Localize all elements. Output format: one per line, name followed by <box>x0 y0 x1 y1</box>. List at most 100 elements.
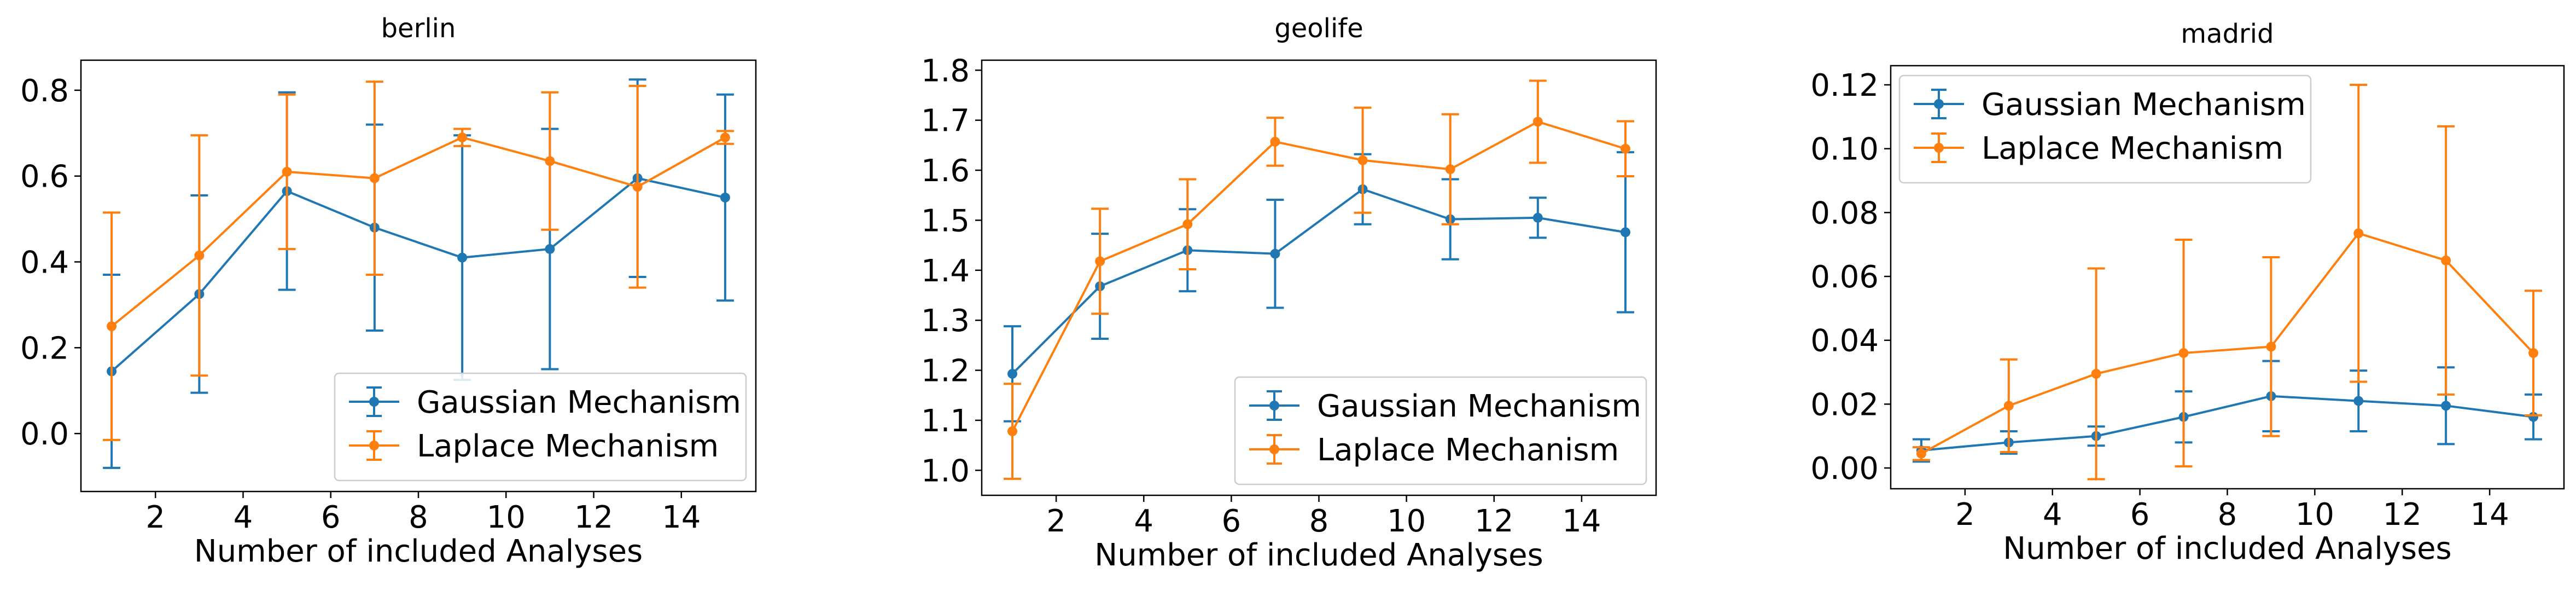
data-point <box>2441 255 2451 265</box>
data-point <box>1620 227 1630 238</box>
y-tick-label: 0.00 <box>1810 451 1879 487</box>
legend-marker <box>1934 99 1944 109</box>
data-point <box>1270 136 1280 147</box>
data-point <box>632 182 643 192</box>
data-point <box>2528 348 2539 358</box>
x-tick-label: 12 <box>1475 504 1513 539</box>
legend: Gaussian Mechanism Laplace Mechanism <box>1898 74 2312 184</box>
x-tick-label: 8 <box>2218 497 2237 533</box>
data-point <box>2003 401 2014 411</box>
data-point <box>1357 155 1368 165</box>
y-tick-label: 1.5 <box>921 203 970 239</box>
data-point <box>1532 117 1543 127</box>
y-tick-label: 0.08 <box>1810 195 1879 231</box>
series-line <box>1921 395 2534 452</box>
legend-marker <box>1269 401 1279 410</box>
x-tick-label: 2 <box>1955 497 1975 533</box>
y-tick-label: 0.12 <box>1810 68 1879 103</box>
chart-title: madrid <box>2181 19 2274 49</box>
data-point <box>720 192 730 203</box>
legend-marker <box>369 397 379 407</box>
legend-label: Laplace Mechanism <box>1317 432 1619 468</box>
data-point <box>369 173 380 183</box>
legend: Gaussian Mechanism Laplace Mechanism <box>334 372 747 482</box>
data-point <box>2353 396 2364 406</box>
x-tick-label: 6 <box>1222 504 1242 539</box>
legend-label: Laplace Mechanism <box>417 429 719 464</box>
y-tick-label: 1.3 <box>921 303 970 339</box>
data-point <box>2441 401 2451 411</box>
data-point <box>1095 256 1105 267</box>
data-point <box>1182 219 1193 229</box>
y-tick-label: 0.0 <box>20 417 69 452</box>
series-0 <box>1912 360 2543 463</box>
data-point <box>1270 248 1280 259</box>
chart-title: berlin <box>381 13 456 44</box>
x-tick-label: 8 <box>409 500 428 535</box>
data-point <box>545 244 555 254</box>
legend-marker <box>1934 143 1944 153</box>
y-tick-label: 1.2 <box>921 354 970 389</box>
series-1 <box>103 80 734 441</box>
x-tick-label: 12 <box>574 500 613 535</box>
series-line <box>1011 120 1626 432</box>
data-point <box>2091 368 2101 379</box>
legend-box <box>334 372 747 482</box>
y-tick-label: 0.02 <box>1810 387 1879 423</box>
legend-marker <box>369 441 379 450</box>
data-point <box>720 132 730 143</box>
legend-box <box>1234 376 1647 485</box>
y-tick-label: 1.8 <box>921 53 970 89</box>
legend-marker <box>1269 444 1279 454</box>
y-tick-label: 1.6 <box>921 153 970 189</box>
y-tick-label: 0.06 <box>1810 259 1879 295</box>
x-tick-label: 10 <box>487 500 526 535</box>
x-tick-label: 14 <box>1562 504 1601 539</box>
x-tick-label: 10 <box>2295 497 2334 533</box>
y-tick-label: 1.7 <box>921 103 970 139</box>
x-tick-label: 10 <box>1387 504 1426 539</box>
x-axis-label: Number of included Analyses <box>1094 537 1543 573</box>
chart-0: berlin 2 4 6 8 10 12 14 0.0 0.2 0.4 0.6 0.8 Number of… <box>20 13 757 569</box>
series-1 <box>1912 84 2543 481</box>
series-1 <box>1004 79 1634 480</box>
legend: Gaussian Mechanism Laplace Mechanism <box>1234 376 1647 485</box>
data-point <box>1445 164 1455 175</box>
x-tick-label: 2 <box>145 500 165 535</box>
x-tick-label: 14 <box>2470 497 2509 533</box>
data-point <box>1532 212 1543 223</box>
legend-label: Laplace Mechanism <box>1981 131 2283 166</box>
y-tick-label: 0.8 <box>20 73 69 109</box>
series-line <box>110 177 726 372</box>
data-point <box>107 321 117 332</box>
chart-1: geolife 2 4 6 8 10 12 14 1.0 1.1 1.2 1.3 1.4 1.5 1.6 1.… <box>921 13 1657 573</box>
y-tick-label: 1.0 <box>921 453 970 489</box>
data-point <box>2178 348 2189 358</box>
y-tick-label: 0.2 <box>20 331 69 366</box>
data-point <box>1007 426 1018 437</box>
x-tick-label: 12 <box>2383 497 2422 533</box>
data-point <box>545 156 555 166</box>
data-point <box>282 166 292 177</box>
data-point <box>194 250 205 261</box>
x-tick-label: 8 <box>1309 504 1329 539</box>
x-axis-label: Number of included Analyses <box>2003 531 2451 566</box>
legend-label: Gaussian Mechanism <box>417 385 741 420</box>
x-tick-label: 4 <box>234 500 253 535</box>
x-tick-label: 6 <box>2130 497 2150 533</box>
data-point <box>457 132 468 143</box>
data-point <box>1007 368 1018 379</box>
x-tick-label: 6 <box>321 500 341 535</box>
chart-title: geolife <box>1274 13 1363 44</box>
y-tick-label: 0.4 <box>20 245 69 281</box>
x-axis-label: Number of included Analyses <box>194 534 643 569</box>
legend-label: Gaussian Mechanism <box>1981 87 2306 123</box>
y-tick-label: 0.04 <box>1810 323 1879 359</box>
series-line <box>1920 232 2534 455</box>
y-tick-label: 1.4 <box>921 253 970 289</box>
x-tick-label: 14 <box>662 500 701 535</box>
data-point <box>2266 342 2276 352</box>
data-point <box>457 252 468 263</box>
y-tick-label: 0.6 <box>20 159 69 195</box>
